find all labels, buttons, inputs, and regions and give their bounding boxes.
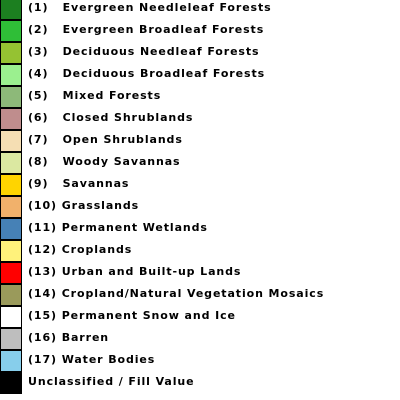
legend-label: (7) Open Shrublands: [28, 133, 183, 146]
legend-item: (9) Savannas: [0, 174, 400, 196]
legend-swatch: [0, 152, 22, 174]
legend-item: (11) Permanent Wetlands: [0, 218, 400, 240]
legend-swatch: [0, 196, 22, 218]
legend-item: (5) Mixed Forests: [0, 86, 400, 108]
legend-item: (14) Cropland/Natural Vegetation Mosaics: [0, 284, 400, 306]
legend-swatch: [0, 306, 22, 328]
legend-swatch: [0, 130, 22, 152]
legend-swatch: [0, 20, 22, 42]
legend-item: (1) Evergreen Needleleaf Forests: [0, 0, 400, 20]
legend-item: (2) Evergreen Broadleaf Forests: [0, 20, 400, 42]
legend-label: (14) Cropland/Natural Vegetation Mosaics: [28, 287, 325, 300]
legend-label: (1) Evergreen Needleleaf Forests: [28, 1, 272, 14]
legend-item: (10) Grasslands: [0, 196, 400, 218]
legend-swatch: [0, 372, 22, 394]
legend-label: (11) Permanent Wetlands: [28, 221, 208, 234]
legend-label: (12) Croplands: [28, 243, 133, 256]
legend-label: (15) Permanent Snow and Ice: [28, 309, 236, 322]
legend-item: Unclassified / Fill Value: [0, 372, 400, 394]
legend-swatch: [0, 64, 22, 86]
legend-swatch: [0, 218, 22, 240]
legend-swatch: [0, 262, 22, 284]
legend-label: (5) Mixed Forests: [28, 89, 162, 102]
legend-item: (15) Permanent Snow and Ice: [0, 306, 400, 328]
legend-swatch: [0, 86, 22, 108]
legend-item: (8) Woody Savannas: [0, 152, 400, 174]
legend-label: (2) Evergreen Broadleaf Forests: [28, 23, 265, 36]
legend-item: (7) Open Shrublands: [0, 130, 400, 152]
legend-label: (8) Woody Savannas: [28, 155, 181, 168]
legend-swatch: [0, 284, 22, 306]
legend-item: (12) Croplands: [0, 240, 400, 262]
legend-item: (3) Deciduous Needleaf Forests: [0, 42, 400, 64]
legend-item: (13) Urban and Built-up Lands: [0, 262, 400, 284]
legend-swatch: [0, 108, 22, 130]
legend-label: (16) Barren: [28, 331, 110, 344]
legend-swatch: [0, 328, 22, 350]
legend-label: (3) Deciduous Needleaf Forests: [28, 45, 260, 58]
legend-swatch: [0, 240, 22, 262]
legend-label: (17) Water Bodies: [28, 353, 156, 366]
legend-label: (10) Grasslands: [28, 199, 140, 212]
legend-label: (13) Urban and Built-up Lands: [28, 265, 242, 278]
legend-label: (6) Closed Shrublands: [28, 111, 194, 124]
legend-swatch: [0, 174, 22, 196]
legend-item: (4) Deciduous Broadleaf Forests: [0, 64, 400, 86]
legend-item: (6) Closed Shrublands: [0, 108, 400, 130]
legend-label: Unclassified / Fill Value: [28, 375, 195, 388]
legend-swatch: [0, 0, 22, 20]
legend-item: (16) Barren: [0, 328, 400, 350]
legend-label: (9) Savannas: [28, 177, 130, 190]
legend-swatch: [0, 350, 22, 372]
legend-item: (17) Water Bodies: [0, 350, 400, 372]
legend-swatch: [0, 42, 22, 64]
legend-label: (4) Deciduous Broadleaf Forests: [28, 67, 266, 80]
